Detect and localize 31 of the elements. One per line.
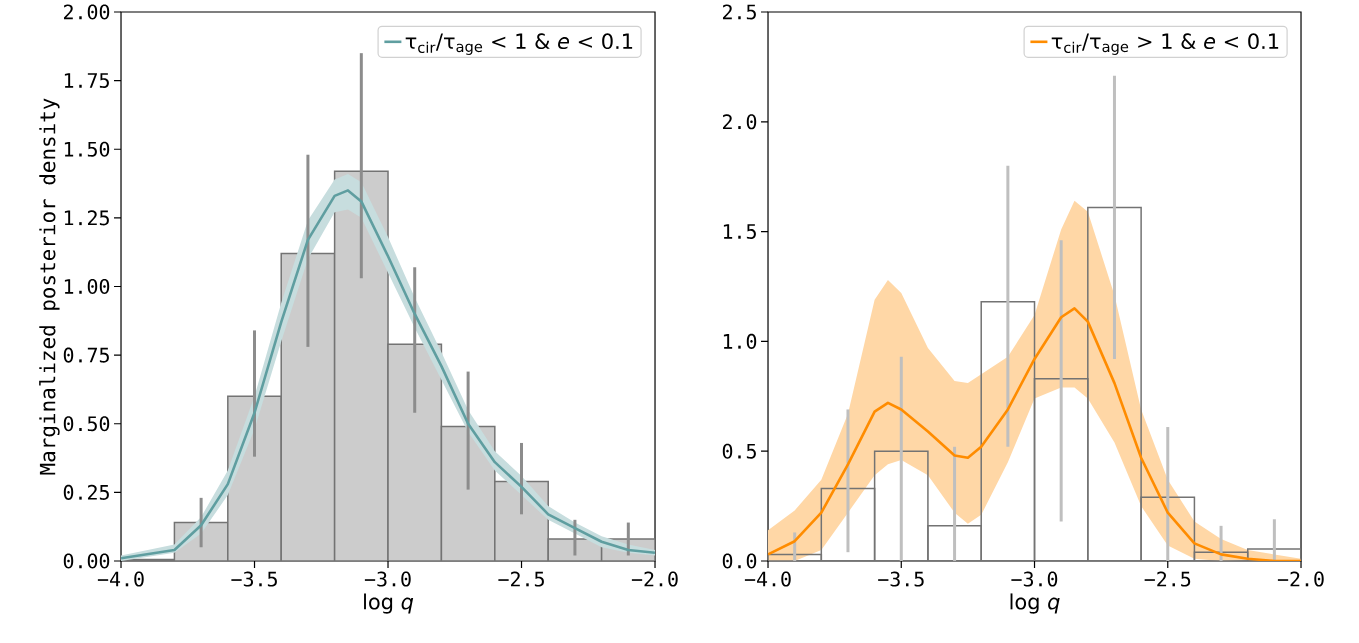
x-axis-title: log q — [364, 593, 414, 614]
x-tick-label: −3.0 — [364, 571, 411, 587]
x-tick-label: −3.5 — [231, 571, 277, 587]
y-axis-title: Marginalized posterior density — [39, 98, 60, 475]
y-tick-label: 1.50 — [64, 141, 110, 157]
x-tick-label: −4.0 — [744, 571, 791, 587]
x-tick-label: −2.0 — [631, 571, 678, 587]
x-tick-label: −3.5 — [878, 571, 924, 587]
y-tick-label: 0.50 — [63, 416, 110, 432]
x-tick-label: −2.5 — [1144, 571, 1191, 587]
legend-label: τ$_{cir}$/τ$_{age}$ < 1 & e < 0.1 — [405, 33, 633, 55]
legend-label: τ$_{cir}$/τ$_{age}$ > 1 & e < 0.1 — [1051, 33, 1279, 55]
x-tick-label: −2.5 — [498, 571, 544, 587]
y-tick-label: 0.25 — [63, 484, 109, 500]
y-tick-label: 0.5 — [722, 443, 756, 459]
y-tick-label: 1.5 — [723, 224, 756, 239]
y-tick-label: 2.0 — [722, 114, 757, 130]
y-tick-label: 1.00 — [64, 278, 110, 295]
x-tick-label: −3.0 — [1011, 571, 1058, 587]
x-tick-label: −2.0 — [1277, 571, 1324, 587]
y-tick-label: 2.5 — [722, 4, 756, 20]
y-tick-label: 1.0 — [723, 333, 757, 349]
y-tick-label: 2.00 — [63, 4, 110, 20]
x-tick-label: −4.0 — [97, 571, 144, 587]
y-tick-label: 0.75 — [63, 347, 109, 363]
y-tick-label: 0.00 — [63, 553, 110, 569]
y-tick-label: 1.75 — [64, 73, 109, 89]
y-tick-label: 0.0 — [722, 553, 757, 569]
y-tick-label: 1.25 — [64, 210, 109, 226]
line-series — [768, 307, 1302, 561]
x-axis-title: log q — [1010, 593, 1060, 614]
